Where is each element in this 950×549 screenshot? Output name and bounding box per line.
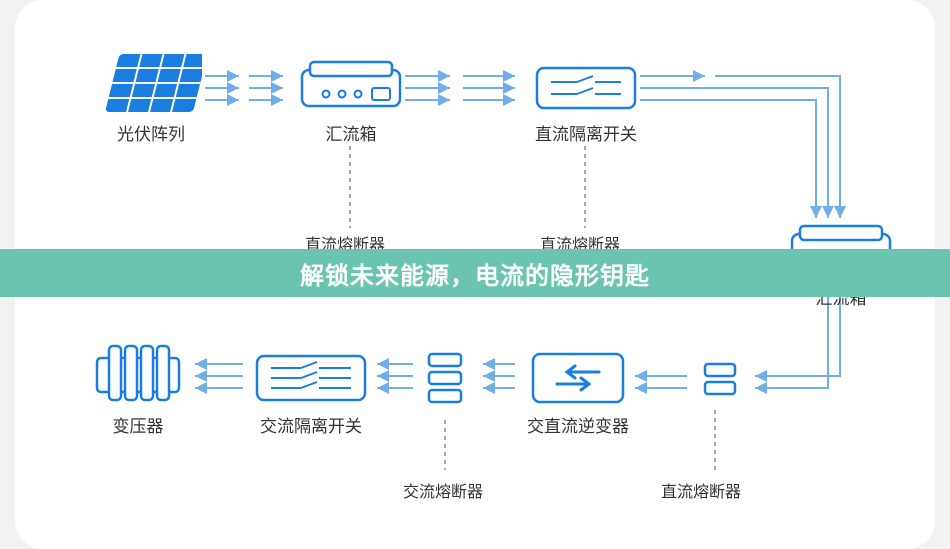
pv-array-icon xyxy=(100,52,202,114)
dc-isolator-icon xyxy=(535,60,637,114)
node-pv-array: 光伏阵列 xyxy=(100,52,202,145)
dc-isol-label: 直流隔离开关 xyxy=(535,120,637,145)
ac-fuse-icon xyxy=(423,350,467,406)
node-combiner-1: 汇流箱 xyxy=(300,60,402,145)
node-transformer: 变压器 xyxy=(93,340,183,437)
transformer-icon xyxy=(93,340,183,406)
inverter-label: 交直流逆变器 xyxy=(527,412,629,437)
banner-text: 解锁未来能源，电流的隐形钥匙 xyxy=(300,256,650,291)
pv-label: 光伏阵列 xyxy=(117,120,185,145)
callout-dc-fuse-c: 直流熔断器 xyxy=(661,478,741,502)
dc-fuse-icon xyxy=(703,362,737,396)
ac-isolator-icon xyxy=(255,350,367,406)
ac-isol-label: 交流隔离开关 xyxy=(260,412,362,437)
overlay-banner: 解锁未来能源，电流的隐形钥匙 xyxy=(0,249,950,297)
combiner1-label: 汇流箱 xyxy=(326,120,377,145)
xfmr-label: 变压器 xyxy=(113,412,164,437)
node-inverter: 交直流逆变器 xyxy=(527,350,629,437)
callout-ac-fuse: 交流熔断器 xyxy=(403,478,483,502)
inverter-icon xyxy=(531,350,625,406)
node-dc-fuse-bottom xyxy=(703,362,737,396)
node-ac-isolator: 交流隔离开关 xyxy=(255,350,367,437)
node-dc-isolator: 直流隔离开关 xyxy=(535,60,637,145)
combiner-icon xyxy=(300,60,402,114)
node-ac-fuse xyxy=(423,350,467,406)
